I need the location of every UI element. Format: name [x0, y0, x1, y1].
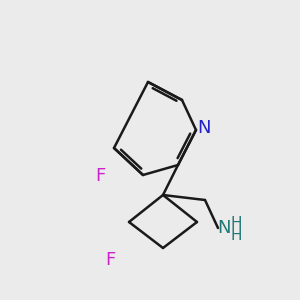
Text: H: H: [230, 229, 242, 244]
Text: F: F: [95, 167, 105, 185]
Text: N: N: [197, 119, 211, 137]
Text: N: N: [217, 219, 231, 237]
Text: H: H: [230, 215, 242, 230]
Text: F: F: [105, 251, 115, 269]
